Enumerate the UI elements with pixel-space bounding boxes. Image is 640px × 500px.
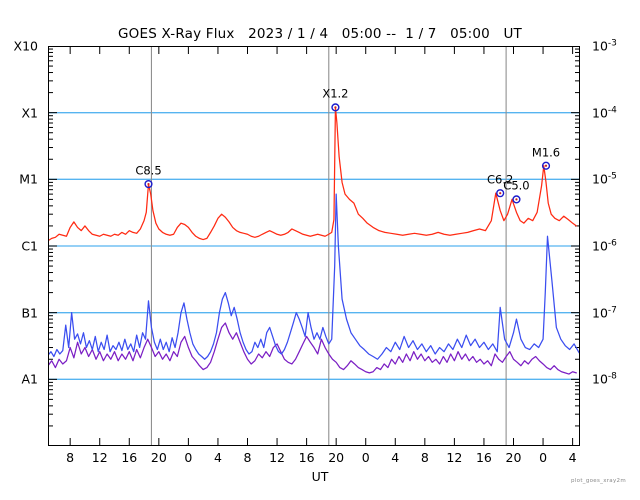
chart-title: GOES X-Ray Flux 2023 / 1 / 4 05:00 -- 1 … [118, 26, 522, 42]
flare-marker-core [515, 198, 518, 201]
y-axis-left-label: X1 [21, 105, 38, 121]
flare-annotation-label: C8.5 [135, 163, 162, 178]
series-line-0 [48, 106, 577, 242]
y-axis-right-label: 10-3 [592, 38, 617, 54]
x-axis-tick-label: 8 [420, 450, 429, 465]
y-axis-left-label: A1 [21, 371, 38, 387]
y-axis-left-label: C1 [21, 238, 38, 254]
flare-marker [144, 179, 153, 189]
x-axis-title: UT [311, 469, 329, 484]
flare-annotation-label: X1.2 [322, 86, 349, 101]
x-axis-tick-label: 0 [184, 450, 193, 465]
x-axis-tick-label: 0 [361, 450, 370, 465]
series-line-2 [48, 322, 577, 375]
series-line-1 [48, 193, 580, 360]
flare-annotation-label: C5.0 [503, 178, 530, 193]
x-axis-tick-label: 12 [91, 450, 108, 465]
x-axis-tick-label: 0 [539, 450, 548, 465]
x-axis-tick-label: 16 [475, 450, 492, 465]
plot-frame [48, 46, 580, 446]
y-axis-left-label: B1 [21, 305, 38, 321]
y-axis-right-label: 10-6 [592, 238, 617, 254]
x-axis-tick-label: 16 [298, 450, 315, 465]
flare-marker [512, 195, 521, 204]
flare-annotation-label: C6.2 [487, 172, 514, 187]
y-axis-right-label: 10-8 [592, 371, 617, 387]
chart-canvas [48, 46, 580, 446]
x-axis-tick-label: 12 [269, 450, 285, 465]
x-axis-tick-label: 8 [66, 450, 75, 465]
flare-marker [331, 103, 340, 112]
x-axis-tick-label: 20 [150, 450, 167, 465]
y-axis-left-label: X10 [13, 38, 38, 54]
x-axis-tick-label: 4 [391, 450, 400, 465]
flare-marker [541, 161, 551, 170]
y-axis-right-label: 10-7 [592, 305, 617, 321]
x-axis-tick-label: 16 [121, 450, 138, 465]
x-axis-tick-label: 8 [243, 450, 252, 465]
plot-area [48, 46, 580, 446]
y-axis-right-label: 10-5 [592, 171, 617, 187]
x-axis-labels: 8 12 16 20 0 4 8 12 16 20 0 4 8 12 16 20 0 4 [48, 450, 580, 472]
x-axis-tick-label: 20 [505, 450, 522, 465]
y-axis-right-labels: 10-3 10-4 10-5 10-6 10-7 10-8 [584, 38, 640, 446]
x-axis-tick-label: 12 [446, 450, 463, 465]
y-axis-right-label: 10-4 [592, 105, 617, 121]
flare-marker [496, 189, 505, 198]
x-axis-tick-label: 4 [213, 450, 222, 465]
x-axis-tick-label: 4 [568, 450, 577, 465]
y-axis-left-labels: X10 X1 M1 C1 B1 A1 [0, 39, 44, 446]
watermark: plot_goes_xray2m [571, 478, 626, 484]
flare-annotation-label: M1.6 [531, 145, 561, 160]
flare-marker-core [499, 192, 502, 195]
y-axis-left-label: M1 [19, 171, 38, 187]
flare-marker-core [544, 164, 548, 167]
flare-marker-core [147, 182, 150, 186]
flare-marker-core [334, 106, 337, 109]
x-axis-tick-label: 20 [328, 450, 345, 465]
